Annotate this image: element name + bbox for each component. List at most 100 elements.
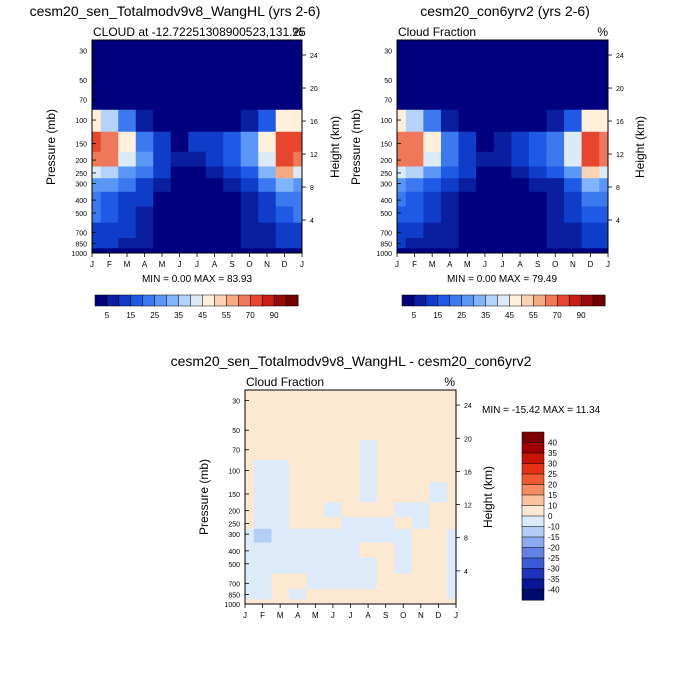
heatmap-cell (511, 109, 530, 133)
panel-2-units: % (597, 25, 608, 39)
heatmap-cell (405, 131, 424, 153)
heatmap-cell (188, 178, 207, 193)
heatmap-cell (153, 131, 172, 153)
heatmap-cell (306, 482, 325, 503)
month-tick-label: D (282, 260, 288, 269)
heatmap-cell (306, 517, 325, 530)
panel-1-units: % (292, 25, 303, 39)
heatmap-cell (92, 166, 102, 179)
heatmap-cell (258, 248, 277, 254)
heatmap-cell (440, 65, 459, 91)
heatmap-cell (564, 151, 582, 167)
colorbar-swatch (556, 294, 570, 307)
heatmap-cell (271, 557, 290, 574)
heatmap-cell (564, 206, 582, 223)
heatmap-cell (429, 542, 448, 558)
heatmap-cell (493, 178, 512, 193)
heatmap-cell (245, 573, 255, 590)
heatmap-cell (528, 178, 547, 193)
heatmap-cell (275, 40, 294, 66)
panel-1-ylabel: Pressure (mb) (44, 109, 58, 185)
heatmap-cell (528, 151, 547, 167)
height-tick-label: 24 (310, 53, 318, 60)
panel-3-left-label: Cloud Fraction (246, 375, 324, 389)
heatmap-cell (394, 415, 413, 441)
heatmap-cell (271, 528, 290, 543)
heatmap-cell (447, 390, 457, 416)
panel-3-units: % (444, 375, 455, 389)
heatmap-cell (564, 238, 582, 249)
panel-3-y2label: Height (km) (481, 466, 495, 528)
pressure-tick-label: 50 (79, 78, 87, 85)
heatmap-cell (429, 460, 448, 483)
colorbar-swatch (142, 294, 156, 307)
heatmap-cell (359, 573, 378, 590)
height-tick-label: 24 (464, 403, 472, 410)
heatmap-cell (306, 599, 325, 605)
month-tick-label: M (277, 611, 284, 620)
pressure-tick-label: 30 (79, 49, 87, 56)
pressure-tick-label: 250 (75, 171, 87, 178)
heatmap-cell (476, 40, 495, 66)
colorbar-label: 20 (548, 481, 557, 490)
heatmap-cell (275, 109, 294, 133)
heatmap-cell (511, 191, 530, 207)
heatmap-cell (546, 248, 565, 254)
colorbar-label: -40 (548, 586, 560, 595)
month-tick-label: D (588, 260, 594, 269)
heatmap-cell (293, 238, 303, 249)
heatmap-cell (359, 557, 378, 574)
heatmap-cell (458, 151, 477, 167)
heatmap-cell (376, 502, 395, 518)
heatmap-cell (240, 178, 259, 193)
month-tick-label: A (365, 611, 371, 620)
heatmap-cell (293, 89, 303, 111)
height-tick-label: 4 (310, 218, 314, 225)
pressure-tick-label: 400 (380, 198, 392, 205)
heatmap-cell (599, 191, 609, 207)
panel-2: cesm20_con6yrv2 (yrs 2-6) Cloud Fraction… (349, 3, 647, 320)
heatmap-cell (397, 248, 407, 254)
heatmap-cell (397, 151, 407, 167)
heatmap-cell (359, 542, 378, 558)
heatmap-cell (440, 109, 459, 133)
colorbar-swatch (238, 294, 251, 307)
heatmap-cell (293, 191, 303, 207)
heatmap-cell (135, 40, 154, 66)
heatmap-cell (405, 191, 424, 207)
month-tick-label: M (159, 260, 166, 269)
heatmap-cell (258, 65, 277, 91)
month-tick-label: A (295, 611, 301, 620)
heatmap-cell (581, 89, 600, 111)
heatmap-cell (245, 599, 255, 605)
heatmap-cell (92, 109, 102, 133)
panel-1-title: cesm20_sen_Totalmodv9v8_WangHL (yrs 2-6) (30, 3, 321, 19)
heatmap-cell (188, 191, 207, 207)
heatmap-cell (306, 573, 325, 590)
colorbar-swatch (485, 294, 498, 307)
heatmap-cell (293, 40, 303, 66)
month-tick-label: J (483, 260, 487, 269)
heatmap-cell (412, 390, 430, 416)
heatmap-cell (288, 588, 307, 600)
heatmap-cell (511, 248, 530, 254)
colorbar-label: 25 (150, 311, 159, 320)
colorbar-swatch (521, 526, 545, 538)
heatmap-cell (405, 166, 424, 179)
heatmap-cell (153, 89, 172, 111)
heatmap-cell (258, 191, 277, 207)
heatmap-cell (271, 415, 290, 441)
heatmap-cell (429, 599, 448, 605)
pressure-tick-label: 100 (75, 118, 87, 125)
colorbar-label: -25 (548, 554, 560, 563)
heatmap-cell (100, 151, 119, 167)
heatmap-cell (153, 206, 172, 223)
heatmap-cell (376, 460, 395, 483)
heatmap-cell (324, 517, 343, 530)
heatmap-cell (405, 40, 424, 66)
colorbar-swatch (592, 294, 606, 307)
heatmap-cell (599, 65, 609, 91)
heatmap-cell (341, 390, 360, 416)
pressure-tick-label: 30 (384, 49, 392, 56)
